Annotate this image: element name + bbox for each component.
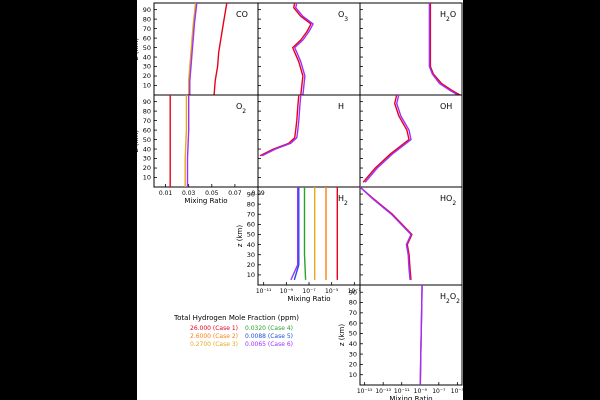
- series-line-case1: [362, 94, 410, 183]
- y-tick-label: 10: [143, 174, 151, 182]
- x-tick-label: 10⁻⁷: [432, 388, 446, 395]
- series-line-case1: [292, 2, 312, 96]
- legend-entry-case4: 0.0320 (Case 4): [245, 325, 293, 332]
- y-tick-label: 40: [349, 340, 357, 348]
- x-tick-label: 10⁻¹³: [375, 388, 391, 395]
- x-tick-label: 10⁻⁹: [414, 388, 428, 395]
- y-tick-label: 80: [143, 15, 151, 23]
- legend: Total Hydrogen Mole Fraction (ppm) 26.00…: [173, 314, 299, 348]
- panel-frame: [359, 284, 463, 386]
- x-tick-label: 0.05: [205, 190, 219, 197]
- series-line-case6: [359, 186, 412, 280]
- panel-title: OH: [440, 102, 452, 111]
- y-tick-label: 40: [143, 145, 151, 153]
- y-tick-label: 20: [247, 261, 255, 269]
- y-tick-label: 20: [143, 72, 151, 80]
- y-tick-label: 50: [143, 136, 151, 144]
- series-line-case6: [294, 2, 314, 96]
- x-tick-label: 0.03: [182, 190, 196, 197]
- series-line-case6: [419, 284, 423, 386]
- y-tick-label: 30: [247, 251, 255, 259]
- y-tick-label: 80: [247, 200, 255, 208]
- series-line-case6: [186, 95, 190, 187]
- series-line-case1: [429, 3, 461, 96]
- panel-h2: 10 20 30 40 50 60 70 80 90 z (km) 10⁻¹¹ 10⁻⁹ 10⁻⁷ 10⁻…: [236, 186, 362, 303]
- y-tick-label: 30: [349, 350, 357, 358]
- x-tick-label: 10⁻¹¹: [394, 388, 410, 395]
- y-tick-label: 10: [247, 271, 255, 279]
- y-tick-label: 40: [143, 53, 151, 61]
- y-tick-label: 70: [143, 25, 151, 33]
- y-tick-label: 10: [143, 82, 151, 90]
- x-tick-label: 10⁻⁷: [302, 288, 316, 295]
- y-tick-label: 90: [349, 288, 357, 296]
- legend-entry-case1: 26.000 (Case 1): [190, 325, 238, 332]
- panel-oh: OH: [359, 94, 463, 188]
- y-tick-label: 30: [143, 155, 151, 163]
- panel-title: O2: [236, 102, 246, 115]
- y-axis-label: z (km): [132, 130, 140, 153]
- x-tick-label: 10⁻⁵: [325, 288, 339, 295]
- panel-title: O3: [338, 10, 348, 23]
- series-line-case6: [189, 2, 198, 95]
- y-axis-label: z (km): [132, 38, 140, 61]
- y-tick-label: 90: [247, 190, 255, 198]
- y-tick-label: 30: [143, 63, 151, 71]
- legend-entry-case6: 0.0065 (Case 6): [245, 341, 293, 348]
- panel-title: H2: [338, 194, 348, 207]
- series-line-case1: [213, 2, 228, 96]
- x-tick-label: 10⁻³: [348, 288, 362, 295]
- legend-entry-case2: 2.6000 (Case 2): [190, 333, 238, 340]
- y-tick-label: 60: [143, 126, 151, 134]
- x-axis-label: Mixing Ratio: [389, 395, 432, 400]
- panel-title: CO: [236, 10, 248, 19]
- y-tick-label: 90: [143, 6, 151, 14]
- series-line-case2: [187, 2, 197, 95]
- y-tick-label: 50: [349, 330, 357, 338]
- panel-title: H: [338, 102, 344, 111]
- y-tick-label: 20: [349, 361, 357, 369]
- y-tick-label: 40: [247, 241, 255, 249]
- y-tick-label: 50: [247, 231, 255, 239]
- y-tick-label: 70: [143, 117, 151, 125]
- y-tick-label: 80: [143, 107, 151, 115]
- legend-entry-case5: 0.0088 (Case 5): [245, 333, 293, 340]
- y-tick-label: 50: [143, 44, 151, 52]
- series-line-case4: [303, 187, 307, 280]
- y-axis-label: z (km): [338, 324, 346, 347]
- x-tick-label: 0.07: [228, 190, 242, 197]
- series-line-case6: [364, 94, 412, 183]
- legend-entry-case3: 0.2700 (Case 3): [190, 341, 238, 348]
- y-tick-label: 80: [349, 299, 357, 307]
- series-line-case6: [261, 94, 302, 157]
- y-tick-label: 10: [349, 371, 357, 379]
- y-tick-label: 70: [349, 309, 357, 317]
- y-tick-label: 20: [143, 164, 151, 172]
- y-tick-label: 60: [143, 34, 151, 42]
- x-tick-label: 10⁻¹⁵: [357, 388, 373, 395]
- y-axis-label: z (km): [236, 225, 244, 248]
- x-tick-label: 10⁻⁵: [451, 388, 465, 395]
- y-tick-label: 70: [247, 210, 255, 218]
- x-tick-label: 10⁻¹¹: [256, 288, 272, 295]
- series-line-case2: [184, 95, 188, 187]
- series-line-case6: [290, 187, 299, 281]
- x-tick-label: 0.01: [159, 190, 173, 197]
- x-axis-label: Mixing Ratio: [287, 295, 330, 303]
- series-line-case6: [428, 3, 459, 96]
- series-line-case5: [293, 187, 300, 281]
- x-axis-label: Mixing Ratio: [184, 197, 227, 205]
- panel-h2o2: 10 20 30 40 50 60 70 80 90 z (km) 10⁻¹⁵ 10⁻¹³ 10⁻¹¹ 1…: [338, 284, 465, 400]
- y-tick-label: 60: [349, 319, 357, 327]
- legend-title: Total Hydrogen Mole Fraction (ppm): [173, 314, 299, 322]
- x-tick-label: 10⁻⁹: [280, 288, 294, 295]
- y-tick-label: 90: [143, 98, 151, 106]
- y-tick-label: 60: [247, 221, 255, 229]
